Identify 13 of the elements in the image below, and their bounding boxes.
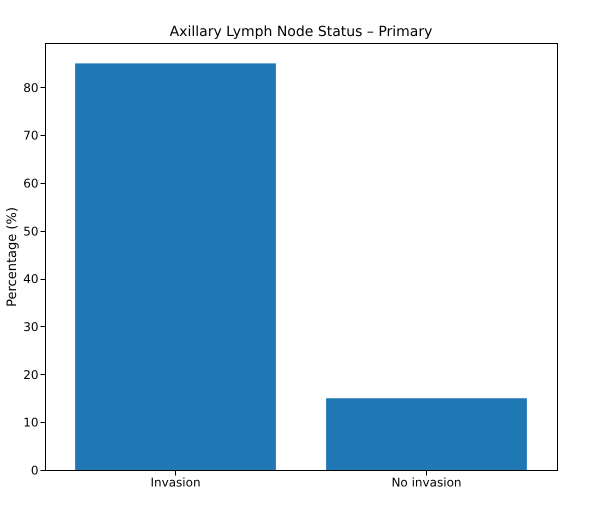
y-axis-title: Percentage (%) <box>5 207 20 307</box>
chart-title: Axillary Lymph Node Status – Primary <box>170 24 432 40</box>
y-tick-label: 70 <box>23 128 38 143</box>
x-tick-label: Invasion <box>150 476 201 490</box>
y-tick-label: 60 <box>23 176 38 190</box>
y-tick-label: 40 <box>23 272 38 286</box>
y-tick-label: 80 <box>23 80 38 95</box>
y-tick-label: 10 <box>23 416 38 430</box>
y-tick-label: 20 <box>23 368 38 382</box>
y-tick-label: 0 <box>30 464 38 478</box>
x-tick-label: No invasion <box>391 476 462 490</box>
y-tick-label: 30 <box>23 320 38 334</box>
y-tick-label: 50 <box>23 224 38 238</box>
